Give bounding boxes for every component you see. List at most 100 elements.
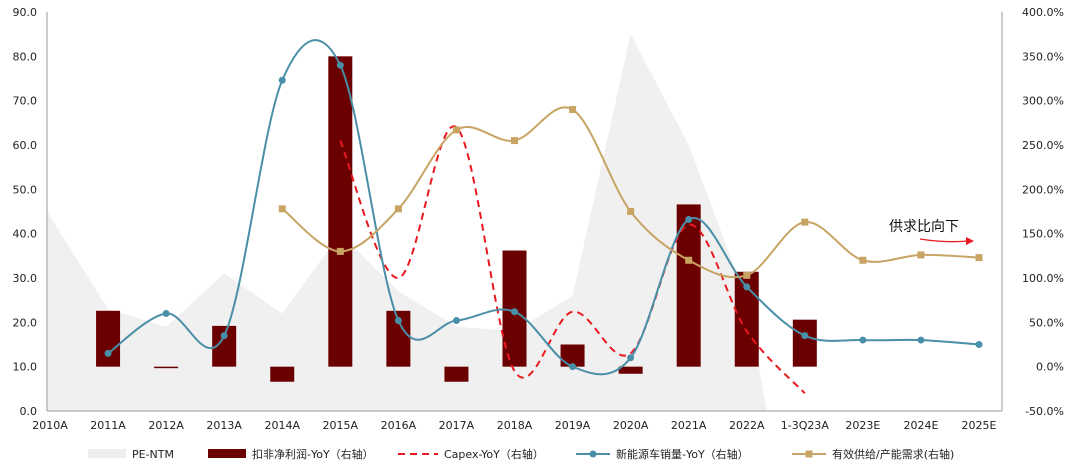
profit-yoy-bar-2019A bbox=[560, 344, 585, 367]
legend-swatch bbox=[208, 449, 246, 458]
supply-demand-ratio-point-2017A bbox=[452, 126, 460, 134]
legend-label: Capex-YoY（右轴） bbox=[444, 447, 544, 461]
right-tick-label: -50.0% bbox=[1025, 405, 1064, 418]
nev-sales-yoy-point-2019A bbox=[569, 363, 577, 371]
nev-sales-yoy-point-2013A bbox=[220, 332, 228, 340]
x-tick-label: 2019A bbox=[555, 419, 591, 432]
left-tick-label: 70.0 bbox=[13, 95, 38, 108]
nev-sales-yoy-point-2016A bbox=[394, 317, 402, 325]
profit-yoy-bar-2015A bbox=[328, 56, 353, 367]
supply-demand-ratio-point-2022A bbox=[743, 271, 751, 279]
right-tick-label: 300.0% bbox=[1022, 95, 1064, 108]
left-tick-label: 60.0 bbox=[13, 139, 38, 152]
x-tick-label: 2012A bbox=[148, 419, 184, 432]
legend-item-2: Capex-YoY（右轴） bbox=[398, 447, 544, 461]
left-tick-label: 30.0 bbox=[13, 272, 38, 285]
nev-sales-yoy-point-1-3Q23A bbox=[801, 332, 809, 340]
legend-marker bbox=[589, 450, 597, 458]
left-tick-label: 20.0 bbox=[13, 316, 38, 329]
x-tick-label: 2013A bbox=[206, 419, 242, 432]
x-tick-label: 2018A bbox=[497, 419, 533, 432]
legend-item-0: PE-NTM bbox=[88, 448, 174, 461]
legend-label: 新能源车销量-YoY（右轴） bbox=[616, 447, 749, 461]
annotation-layer: 供求比向下 bbox=[889, 219, 974, 245]
nev-sales-yoy-point-2017A bbox=[452, 317, 460, 325]
axis-layer: 0.0 10.0 20.0 30.0 40.0 50.0 60.0 70.0 80.0 90.0 -… bbox=[13, 6, 1065, 432]
nev-sales-yoy-point-2020A bbox=[627, 354, 635, 362]
supply-demand-ratio-point-2024E bbox=[917, 251, 925, 259]
legend-label: PE-NTM bbox=[132, 448, 174, 461]
left-tick-label: 40.0 bbox=[13, 228, 38, 241]
supply-demand-ratio-point-2019A bbox=[569, 106, 577, 114]
supply-demand-ratio-point-2015A bbox=[336, 247, 344, 255]
x-tick-label: 2017A bbox=[439, 419, 475, 432]
x-tick-label: 1-3Q23A bbox=[781, 419, 830, 432]
nev-sales-yoy-line bbox=[107, 39, 980, 376]
pe-ntm-area bbox=[47, 34, 767, 412]
supply-demand-ratio-point-2014A bbox=[278, 205, 286, 213]
supply-demand-ratio-point-2025E bbox=[975, 254, 983, 262]
line-series-layer bbox=[104, 39, 983, 394]
right-tick-label: 200.0% bbox=[1022, 183, 1064, 196]
legend-marker bbox=[805, 450, 813, 458]
right-tick-label: 0.0% bbox=[1036, 361, 1064, 374]
x-tick-label: 2022A bbox=[729, 419, 765, 432]
nev-sales-yoy-point-2011A bbox=[104, 349, 112, 357]
nev-sales-yoy-point-2018A bbox=[511, 308, 518, 316]
profit-yoy-bar-2014A bbox=[270, 366, 295, 382]
legend-swatch bbox=[88, 449, 126, 458]
right-tick-label: 400.0% bbox=[1022, 6, 1064, 19]
legend-item-4: 有效供给/产能需求(右轴) bbox=[792, 447, 954, 461]
pe-ntm-area-layer bbox=[47, 34, 767, 412]
profit-yoy-bar-2020A bbox=[618, 366, 643, 374]
supply-demand-ratio-point-1-3Q23A bbox=[801, 218, 809, 226]
nev-sales-yoy-point-2023E bbox=[859, 336, 867, 344]
x-tick-label: 2024E bbox=[903, 419, 938, 432]
x-tick-label: 2010A bbox=[32, 419, 68, 432]
profit-yoy-bar-2012A bbox=[154, 366, 179, 369]
x-tick-label: 2023E bbox=[845, 419, 880, 432]
left-tick-label: 10.0 bbox=[13, 361, 38, 374]
legend-label: 扣非净利润-YoY（右轴） bbox=[252, 447, 374, 461]
nev-sales-yoy-point-2025E bbox=[975, 341, 983, 348]
profit-yoy-bar-1-3Q23A bbox=[792, 319, 817, 367]
left-tick-label: 80.0 bbox=[13, 50, 38, 63]
left-tick-label: 90.0 bbox=[13, 6, 38, 19]
right-tick-label: 50.0% bbox=[1029, 316, 1064, 329]
x-tick-label: 2015A bbox=[323, 419, 359, 432]
nev-sales-yoy-point-2021A bbox=[685, 215, 693, 223]
annotation-arrowhead bbox=[966, 237, 974, 245]
capex-yoy-line bbox=[339, 125, 806, 394]
annotation-arrow bbox=[919, 238, 969, 243]
supply-demand-ratio-point-2020A bbox=[627, 208, 635, 215]
supply-demand-ratio-point-2016A bbox=[394, 205, 402, 213]
x-tick-label: 2020A bbox=[613, 419, 649, 432]
legend-label: 有效供给/产能需求(右轴) bbox=[832, 447, 954, 461]
right-tick-label: 100.0% bbox=[1022, 272, 1064, 285]
nev-sales-yoy-point-2014A bbox=[278, 76, 286, 84]
x-tick-label: 2011A bbox=[90, 419, 126, 432]
profit-yoy-bar-2011A bbox=[96, 310, 121, 367]
nev-sales-yoy-point-2015A bbox=[336, 61, 344, 69]
left-tick-label: 0.0 bbox=[20, 405, 38, 418]
right-tick-label: 250.0% bbox=[1022, 139, 1064, 152]
profit-yoy-bar-2017A bbox=[444, 366, 469, 382]
x-tick-label: 2025E bbox=[962, 419, 997, 432]
supply-demand-ratio-point-2023E bbox=[859, 256, 867, 264]
left-tick-label: 50.0 bbox=[13, 183, 38, 196]
supply-demand-ratio-point-2018A bbox=[511, 137, 518, 145]
x-tick-label: 2016A bbox=[381, 419, 417, 432]
nev-sales-yoy-point-2024E bbox=[917, 336, 925, 344]
right-tick-label: 350.0% bbox=[1022, 50, 1064, 63]
nev-sales-yoy-point-2012A bbox=[162, 309, 170, 317]
x-tick-label: 2021A bbox=[671, 419, 707, 432]
legend: PE-NTM 扣非净利润-YoY（右轴） Capex-YoY（右轴） 新能源车销量-Y… bbox=[88, 447, 954, 461]
supply-demand-annotation: 供求比向下 bbox=[889, 219, 959, 235]
legend-item-1: 扣非净利润-YoY（右轴） bbox=[208, 447, 374, 461]
supply-demand-ratio-point-2021A bbox=[685, 256, 693, 264]
x-tick-label: 2014A bbox=[264, 419, 300, 432]
right-tick-label: 150.0% bbox=[1022, 228, 1064, 241]
legend-item-3: 新能源车销量-YoY（右轴） bbox=[576, 447, 749, 461]
nev-sales-yoy-point-2022A bbox=[743, 283, 751, 291]
